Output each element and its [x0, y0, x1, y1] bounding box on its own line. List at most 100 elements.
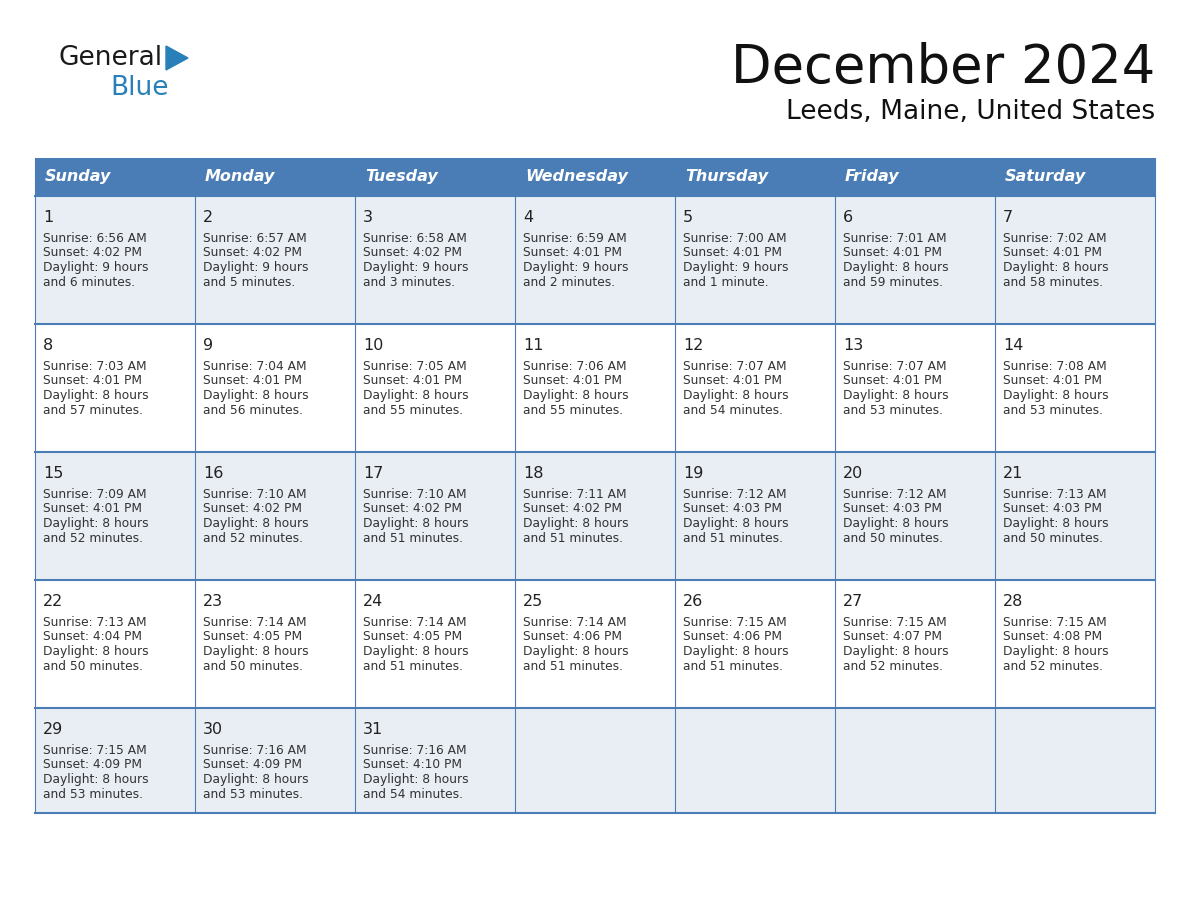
Text: 19: 19	[683, 466, 703, 481]
Text: Daylight: 8 hours: Daylight: 8 hours	[1003, 389, 1108, 402]
Text: 14: 14	[1003, 338, 1023, 353]
Text: Daylight: 8 hours: Daylight: 8 hours	[203, 389, 309, 402]
Text: Sunrise: 6:59 AM: Sunrise: 6:59 AM	[523, 232, 627, 245]
Bar	[34, 324, 1155, 452]
Text: Sunset: 4:02 PM: Sunset: 4:02 PM	[203, 502, 302, 516]
Text: Sunset: 4:02 PM: Sunset: 4:02 PM	[364, 502, 462, 516]
Text: 17: 17	[364, 466, 384, 481]
Text: Sunrise: 7:09 AM: Sunrise: 7:09 AM	[43, 488, 146, 501]
Text: and 2 minutes.: and 2 minutes.	[523, 275, 615, 288]
Text: Sunrise: 6:57 AM: Sunrise: 6:57 AM	[203, 232, 307, 245]
Text: and 55 minutes.: and 55 minutes.	[364, 404, 463, 417]
Text: Sunset: 4:01 PM: Sunset: 4:01 PM	[683, 247, 782, 260]
Text: Daylight: 8 hours: Daylight: 8 hours	[843, 645, 949, 658]
Text: and 54 minutes.: and 54 minutes.	[364, 788, 463, 800]
Text: Daylight: 8 hours: Daylight: 8 hours	[43, 773, 148, 786]
Text: Daylight: 8 hours: Daylight: 8 hours	[523, 389, 628, 402]
Text: Sunrise: 7:05 AM: Sunrise: 7:05 AM	[364, 360, 467, 373]
Text: and 50 minutes.: and 50 minutes.	[1003, 532, 1102, 544]
Text: Sunrise: 7:13 AM: Sunrise: 7:13 AM	[43, 616, 146, 629]
Text: Sunrise: 7:10 AM: Sunrise: 7:10 AM	[364, 488, 467, 501]
Text: Sunset: 4:06 PM: Sunset: 4:06 PM	[683, 631, 782, 644]
Text: and 53 minutes.: and 53 minutes.	[1003, 404, 1102, 417]
Text: and 57 minutes.: and 57 minutes.	[43, 404, 143, 417]
Text: Daylight: 9 hours: Daylight: 9 hours	[364, 261, 468, 274]
Text: and 51 minutes.: and 51 minutes.	[364, 659, 463, 673]
Text: 12: 12	[683, 338, 703, 353]
Text: and 51 minutes.: and 51 minutes.	[364, 532, 463, 544]
Text: Saturday: Saturday	[1005, 170, 1086, 185]
Text: Sunset: 4:02 PM: Sunset: 4:02 PM	[203, 247, 302, 260]
Text: 6: 6	[843, 210, 853, 225]
Text: Sunrise: 7:07 AM: Sunrise: 7:07 AM	[843, 360, 947, 373]
Text: Sunrise: 7:01 AM: Sunrise: 7:01 AM	[843, 232, 947, 245]
Text: Wednesday: Wednesday	[525, 170, 628, 185]
Text: Sunrise: 7:14 AM: Sunrise: 7:14 AM	[364, 616, 467, 629]
Text: Sunrise: 7:04 AM: Sunrise: 7:04 AM	[203, 360, 307, 373]
Text: Daylight: 8 hours: Daylight: 8 hours	[43, 389, 148, 402]
Text: 11: 11	[523, 338, 543, 353]
Text: Sunset: 4:02 PM: Sunset: 4:02 PM	[43, 247, 143, 260]
Text: Daylight: 8 hours: Daylight: 8 hours	[843, 517, 949, 530]
Bar	[835, 158, 996, 196]
Text: Sunrise: 7:16 AM: Sunrise: 7:16 AM	[203, 744, 307, 757]
Text: Sunset: 4:02 PM: Sunset: 4:02 PM	[364, 247, 462, 260]
Text: and 55 minutes.: and 55 minutes.	[523, 404, 624, 417]
Text: 29: 29	[43, 722, 63, 737]
Text: 8: 8	[43, 338, 53, 353]
Text: Sunset: 4:04 PM: Sunset: 4:04 PM	[43, 631, 143, 644]
Text: Sunrise: 7:06 AM: Sunrise: 7:06 AM	[523, 360, 626, 373]
Text: Sunset: 4:09 PM: Sunset: 4:09 PM	[203, 758, 302, 771]
Bar	[996, 158, 1155, 196]
Text: 15: 15	[43, 466, 63, 481]
Text: Monday: Monday	[206, 170, 276, 185]
Text: Daylight: 8 hours: Daylight: 8 hours	[683, 389, 789, 402]
Text: December 2024: December 2024	[731, 42, 1155, 94]
Text: Daylight: 8 hours: Daylight: 8 hours	[843, 389, 949, 402]
Text: Sunrise: 7:15 AM: Sunrise: 7:15 AM	[683, 616, 786, 629]
Text: Sunset: 4:05 PM: Sunset: 4:05 PM	[364, 631, 462, 644]
Text: and 51 minutes.: and 51 minutes.	[683, 659, 783, 673]
Text: Sunrise: 7:08 AM: Sunrise: 7:08 AM	[1003, 360, 1107, 373]
Text: Sunrise: 7:14 AM: Sunrise: 7:14 AM	[523, 616, 626, 629]
Text: 25: 25	[523, 594, 543, 609]
Text: Sunset: 4:01 PM: Sunset: 4:01 PM	[843, 375, 942, 387]
Text: Daylight: 8 hours: Daylight: 8 hours	[364, 645, 468, 658]
Text: Sunset: 4:01 PM: Sunset: 4:01 PM	[43, 375, 143, 387]
Text: Sunrise: 7:11 AM: Sunrise: 7:11 AM	[523, 488, 626, 501]
Text: Sunrise: 7:07 AM: Sunrise: 7:07 AM	[683, 360, 786, 373]
Text: Sunrise: 6:56 AM: Sunrise: 6:56 AM	[43, 232, 147, 245]
Text: Daylight: 8 hours: Daylight: 8 hours	[1003, 261, 1108, 274]
Text: Sunday: Sunday	[45, 170, 112, 185]
Text: 5: 5	[683, 210, 693, 225]
Text: 9: 9	[203, 338, 213, 353]
Text: Daylight: 8 hours: Daylight: 8 hours	[203, 773, 309, 786]
Text: 30: 30	[203, 722, 223, 737]
Text: 2: 2	[203, 210, 213, 225]
Text: 24: 24	[364, 594, 384, 609]
Text: Sunrise: 7:03 AM: Sunrise: 7:03 AM	[43, 360, 146, 373]
Text: Sunrise: 7:02 AM: Sunrise: 7:02 AM	[1003, 232, 1107, 245]
Text: Sunset: 4:03 PM: Sunset: 4:03 PM	[1003, 502, 1102, 516]
Text: Sunset: 4:03 PM: Sunset: 4:03 PM	[683, 502, 782, 516]
Text: Tuesday: Tuesday	[365, 170, 437, 185]
Text: and 53 minutes.: and 53 minutes.	[43, 788, 143, 800]
Text: 20: 20	[843, 466, 864, 481]
Text: 4: 4	[523, 210, 533, 225]
Text: Sunset: 4:01 PM: Sunset: 4:01 PM	[364, 375, 462, 387]
Text: and 1 minute.: and 1 minute.	[683, 275, 769, 288]
Bar	[675, 158, 835, 196]
Text: 23: 23	[203, 594, 223, 609]
Text: 3: 3	[364, 210, 373, 225]
Bar	[195, 158, 355, 196]
Text: Sunset: 4:01 PM: Sunset: 4:01 PM	[43, 502, 143, 516]
Text: and 53 minutes.: and 53 minutes.	[843, 404, 943, 417]
Text: Sunrise: 7:12 AM: Sunrise: 7:12 AM	[683, 488, 786, 501]
Text: Sunset: 4:09 PM: Sunset: 4:09 PM	[43, 758, 143, 771]
Text: 7: 7	[1003, 210, 1013, 225]
Text: and 5 minutes.: and 5 minutes.	[203, 275, 296, 288]
Text: Daylight: 8 hours: Daylight: 8 hours	[1003, 517, 1108, 530]
Text: Sunrise: 7:13 AM: Sunrise: 7:13 AM	[1003, 488, 1107, 501]
Text: 31: 31	[364, 722, 384, 737]
Text: Daylight: 8 hours: Daylight: 8 hours	[523, 645, 628, 658]
